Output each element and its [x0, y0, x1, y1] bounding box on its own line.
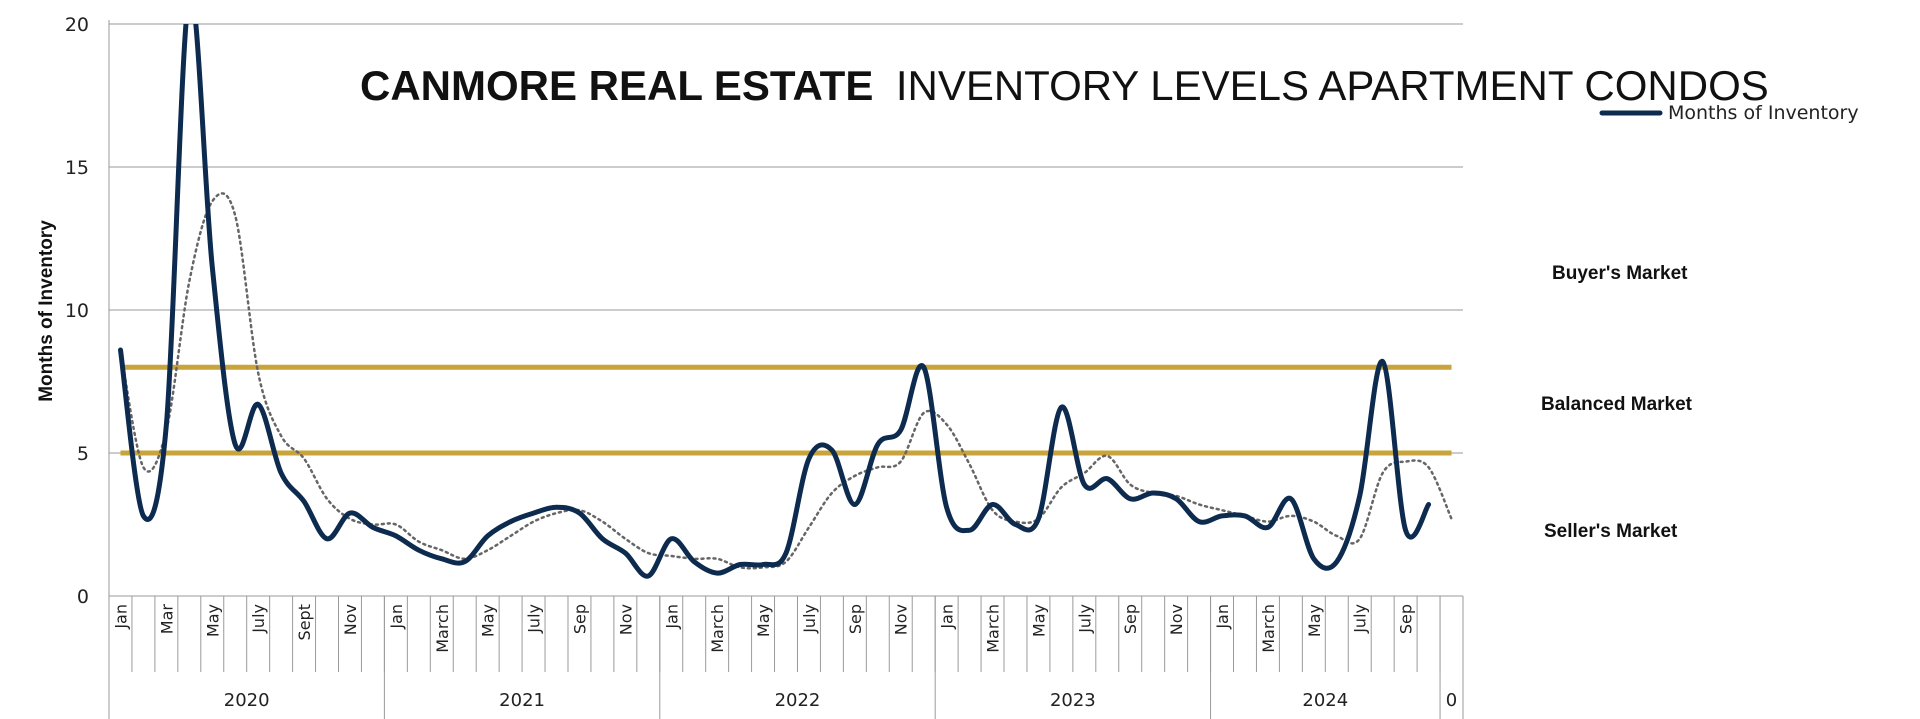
- gridlines: [109, 23, 1463, 597]
- x-tick-label: Sep: [1121, 604, 1140, 634]
- x-tick-label: July: [249, 604, 268, 634]
- x-tick-label: March: [708, 604, 727, 653]
- zone-label-buyers: Buyer's Market: [1552, 263, 1688, 284]
- x-tick-label: May: [754, 604, 773, 637]
- x-tick-label: Nov: [1167, 604, 1186, 635]
- x-axis: Jan Mar May July Sept Nov Jan March May July Sep No…: [108, 596, 1464, 719]
- zone-label-sellers: Seller's Market: [1544, 521, 1678, 542]
- x-year-label: 2020: [224, 690, 270, 711]
- legend-label: Months of Inventory: [1668, 102, 1859, 124]
- chart-title: CANMORE REAL ESTATE INVENTORY LEVELS APA…: [360, 62, 1769, 109]
- x-tick-label: Mar: [157, 604, 176, 635]
- x-tick-label: Jan: [938, 604, 957, 630]
- x-year-label: 2024: [1302, 690, 1348, 711]
- x-tick-label: Sep: [570, 604, 589, 634]
- x-tick-label: May: [1305, 604, 1324, 637]
- x-year-label: 2023: [1050, 690, 1096, 711]
- x-tick-label: March: [1259, 604, 1278, 653]
- chart-title-bold: CANMORE REAL ESTATE: [360, 62, 873, 109]
- x-tick-label: July: [1075, 604, 1094, 634]
- x-tick-label: Sept: [295, 604, 314, 640]
- series-lines: [118, 24, 1453, 579]
- y-tick-label: 20: [65, 14, 89, 36]
- x-tick-label: Jan: [1213, 604, 1232, 630]
- y-tick-label: 0: [77, 586, 89, 608]
- x-tick-label: March: [433, 604, 452, 653]
- x-tick-label: July: [800, 604, 819, 634]
- y-tick-label: 5: [77, 443, 89, 465]
- x-year-label: 0: [1446, 690, 1457, 711]
- x-tick-label: March: [984, 604, 1003, 653]
- x-tick-label: Jan: [662, 604, 681, 630]
- chart-title-rest: INVENTORY LEVELS APARTMENT CONDOS: [896, 62, 1769, 109]
- series-line-months-of-inventory: [118, 24, 1432, 579]
- x-tick-label: May: [479, 604, 498, 637]
- y-tick-label: 10: [65, 300, 89, 322]
- x-tick-label: Nov: [892, 604, 911, 635]
- legend: Months of Inventory: [1599, 102, 1859, 124]
- x-tick-label: Nov: [341, 604, 360, 635]
- reference-lines: [120, 364, 1452, 456]
- y-axis-label: Months of Inventory: [36, 220, 57, 402]
- x-tick-label: May: [203, 604, 222, 637]
- x-year-label: 2021: [499, 690, 545, 711]
- x-tick-label: May: [1029, 604, 1048, 637]
- x-tick-label: July: [525, 604, 544, 634]
- trend-line-dotted: [119, 192, 1453, 570]
- y-tick-label: 15: [65, 157, 89, 179]
- x-tick-label: Sep: [846, 604, 865, 634]
- x-tick-label: July: [1351, 604, 1370, 634]
- zone-label-balanced: Balanced Market: [1541, 394, 1693, 415]
- y-axis: 0 5 10 15 20: [65, 14, 110, 719]
- x-tick-label: Sep: [1397, 604, 1416, 634]
- x-tick-label: Jan: [111, 604, 130, 630]
- x-tick-label: Nov: [616, 604, 635, 635]
- x-year-label: 2022: [775, 690, 821, 711]
- x-tick-label: Jan: [387, 604, 406, 630]
